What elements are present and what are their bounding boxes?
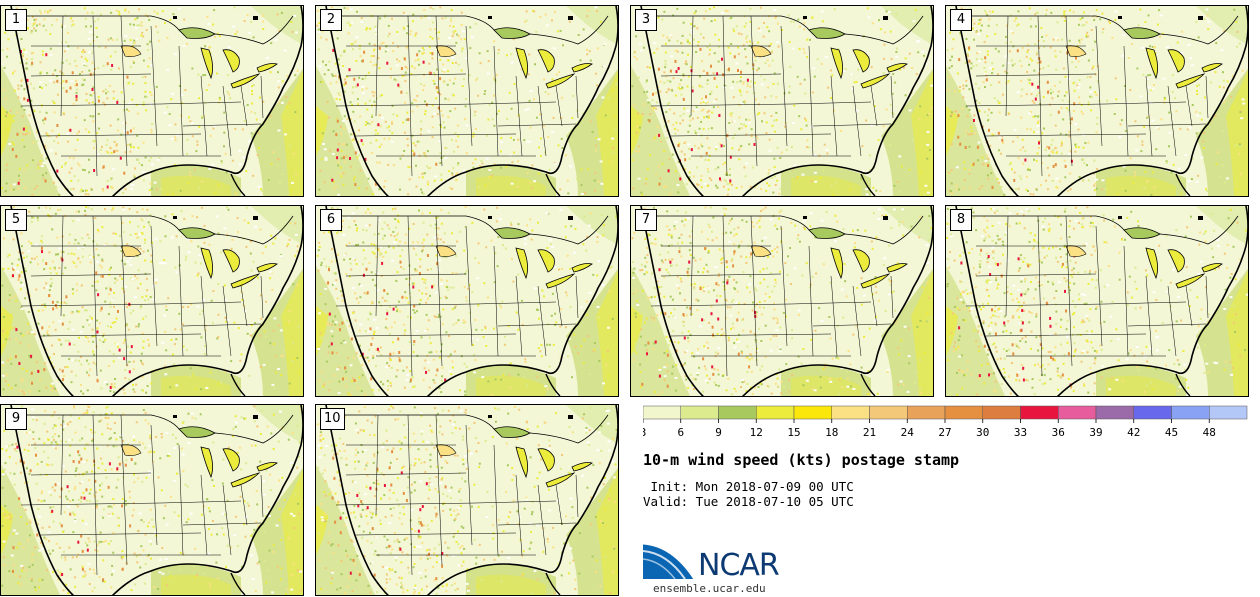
ncar-wordmark: NCAR xyxy=(698,548,780,583)
wind-speed-map xyxy=(1,405,303,595)
colorbar-tick-label: 12 xyxy=(750,426,763,439)
member-number-label: 10 xyxy=(320,408,345,430)
colorbar: 36912151821242730333639424548 xyxy=(643,405,1248,439)
member-number-label: 7 xyxy=(635,209,657,231)
wind-speed-map xyxy=(946,6,1248,196)
colorbar-tick-label: 30 xyxy=(976,426,989,439)
colorbar-tick-label: 39 xyxy=(1089,426,1102,439)
wind-speed-map xyxy=(946,206,1248,396)
member-number-label: 4 xyxy=(950,9,972,31)
colorbar-bin xyxy=(831,405,870,420)
colorbar-bin xyxy=(793,405,832,420)
colorbar-tick-label: 3 xyxy=(643,426,646,439)
wind-speed-map xyxy=(316,6,618,196)
colorbar-tick-label: 9 xyxy=(715,426,722,439)
wind-speed-map xyxy=(1,206,303,396)
member-panel: 10 xyxy=(315,404,619,596)
colorbar-tick-label: 6 xyxy=(677,426,684,439)
member-number-label: 1 xyxy=(5,9,27,31)
colorbar-tick-label: 21 xyxy=(863,426,876,439)
member-panel: 4 xyxy=(945,5,1249,197)
colorbar-tick-label: 24 xyxy=(901,426,915,439)
member-panel: 5 xyxy=(0,205,304,397)
member-number-label: 8 xyxy=(950,209,972,231)
wind-speed-map xyxy=(631,206,933,396)
colorbar-bin xyxy=(718,405,757,420)
colorbar-tick-label: 48 xyxy=(1203,426,1216,439)
colorbar-tick-label: 36 xyxy=(1052,426,1065,439)
member-number-label: 6 xyxy=(320,209,342,231)
member-panel: 2 xyxy=(315,5,619,197)
member-number-label: 9 xyxy=(5,408,27,430)
member-panel: 6 xyxy=(315,205,619,397)
colorbar-bin xyxy=(1020,405,1059,420)
colorbar-tick-label: 42 xyxy=(1127,426,1140,439)
figure-title: 10-m wind speed (kts) postage stamp xyxy=(643,451,960,469)
colorbar-tick-label: 15 xyxy=(787,426,800,439)
wind-speed-map xyxy=(1,6,303,196)
member-panel: 9 xyxy=(0,404,304,596)
wind-speed-map xyxy=(316,206,618,396)
ncar-logo-icon xyxy=(643,541,697,580)
colorbar-bin xyxy=(680,405,719,420)
colorbar-bin xyxy=(1209,405,1248,420)
colorbar-tick-label: 33 xyxy=(1014,426,1027,439)
colorbar-bin xyxy=(869,405,908,420)
colorbar-tick-label: 27 xyxy=(938,426,951,439)
colorbar-bin xyxy=(756,405,795,420)
member-number-label: 5 xyxy=(5,209,27,231)
member-panel: 1 xyxy=(0,5,304,197)
colorbar-bin xyxy=(944,405,983,420)
colorbar-tick-label: 45 xyxy=(1165,426,1178,439)
member-number-label: 2 xyxy=(320,9,342,31)
wind-speed-map xyxy=(631,6,933,196)
colorbar-tick-label: 18 xyxy=(825,426,838,439)
valid-time: Valid: Tue 2018-07-10 05 UTC xyxy=(643,494,854,509)
member-panel: 8 xyxy=(945,205,1249,397)
member-number-label: 3 xyxy=(635,9,657,31)
website-url: ensemble.ucar.edu xyxy=(653,582,766,595)
colorbar-bin xyxy=(1133,405,1172,420)
colorbar-bin xyxy=(982,405,1021,420)
init-time: Init: Mon 2018-07-09 00 UTC xyxy=(643,479,854,494)
colorbar-bin xyxy=(1095,405,1134,420)
member-panel: 3 xyxy=(630,5,934,197)
colorbar-bin xyxy=(1058,405,1097,420)
colorbar-bin xyxy=(1171,405,1210,420)
colorbar-bin xyxy=(907,405,946,420)
colorbar-bin xyxy=(643,405,681,420)
wind-speed-map xyxy=(316,405,618,595)
member-panel: 7 xyxy=(630,205,934,397)
